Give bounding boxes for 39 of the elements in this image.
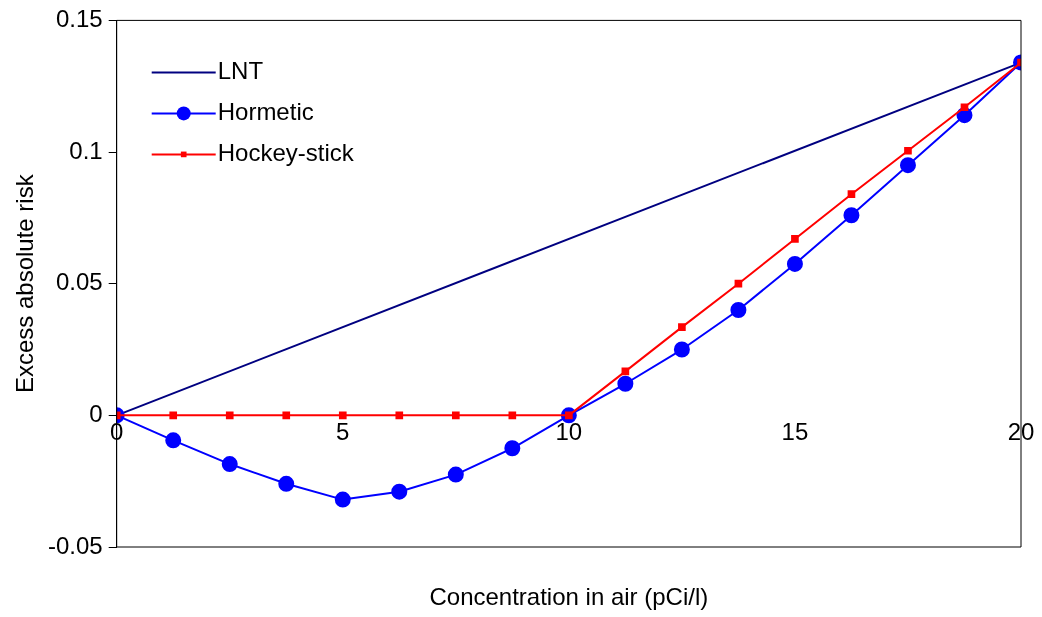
point	[786, 255, 803, 272]
point	[278, 475, 295, 492]
point	[899, 157, 916, 174]
point	[451, 411, 460, 420]
point	[791, 235, 799, 243]
x-tick-label: 20	[1007, 418, 1035, 446]
point	[678, 323, 686, 331]
point	[225, 411, 234, 420]
legend-label: LNT	[217, 57, 264, 85]
point	[730, 302, 747, 319]
point	[334, 491, 351, 508]
legend-label: Hockey-stick	[217, 139, 355, 167]
point	[221, 456, 238, 473]
y-tick-label: 0	[89, 399, 103, 427]
point	[282, 411, 291, 420]
point	[504, 440, 521, 457]
y-tick-label: -0.05	[48, 531, 103, 559]
point	[673, 341, 690, 358]
x-tick-label: 5	[336, 418, 350, 446]
point	[904, 146, 912, 155]
point	[843, 207, 860, 224]
point	[165, 432, 182, 449]
y-axis-title: Excess absolute risk	[10, 173, 38, 394]
x-tick-label: 10	[555, 418, 583, 446]
x-tick-label: 15	[781, 418, 809, 446]
point	[734, 279, 743, 288]
point	[617, 375, 634, 392]
point	[847, 190, 856, 199]
legend-label: Hormetic	[217, 98, 314, 126]
x-axis-title: Concentration in air (pCi/l)	[429, 582, 709, 610]
y-tick-label: 0.05	[55, 268, 103, 296]
point	[960, 103, 969, 112]
y-tick-label: 0.1	[69, 136, 103, 164]
point	[391, 483, 408, 500]
point	[395, 411, 404, 420]
y-tick-label: 0.15	[55, 5, 103, 33]
point	[169, 411, 178, 420]
point	[447, 466, 464, 483]
point	[338, 411, 347, 420]
